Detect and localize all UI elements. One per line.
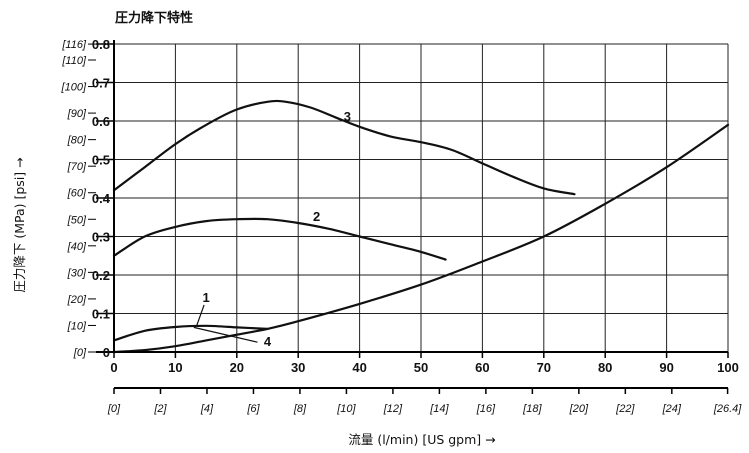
y-tick-label: 0.7 (92, 76, 110, 91)
x-tick-label: 10 (168, 360, 182, 375)
series-2-label: 2 (313, 209, 320, 224)
y-tick-label: 0.3 (92, 230, 110, 245)
series-4-label: 4 (264, 334, 272, 349)
x-tick-label: 30 (291, 360, 305, 375)
grid (114, 43, 729, 352)
y-tick-label: 0 (103, 345, 110, 360)
y2-tick-label: [116] (61, 39, 87, 51)
x-tick-label: 70 (537, 360, 551, 375)
x2-tick-label: [10] (336, 403, 356, 415)
y2-tick-label: [30] (67, 267, 87, 279)
x-tick-label: 20 (230, 360, 244, 375)
x2-tick-label: [16] (476, 403, 496, 415)
y-tick-label: 0.5 (92, 153, 110, 168)
y-tick-label: 0.4 (92, 191, 111, 206)
y-tick-label: 0.1 (92, 307, 110, 322)
x2-tick-label: [26.4] (713, 403, 742, 415)
y2-tick-label: [110] (61, 55, 87, 67)
series-4-leader (193, 326, 258, 343)
y-tick-label: 0.6 (92, 114, 110, 129)
series-1-leader (196, 304, 205, 326)
y2-tick-label: [40] (67, 241, 87, 253)
x-tick-label: 90 (659, 360, 673, 375)
x2-tick-label: [22] (615, 403, 635, 415)
curve-labels: 1 2 3 4 (193, 109, 351, 349)
x-tick-label: 100 (717, 360, 739, 375)
y-tick-label: 0.8 (92, 37, 110, 52)
axes (88, 40, 729, 394)
y2-tick-label: [20] (67, 294, 87, 306)
y-axis-label: 圧力降下 (MPa) [psi] → (12, 157, 27, 292)
x2-tick-label: [8] (293, 403, 307, 415)
series-1-label: 1 (202, 290, 209, 305)
y2-tick-label: [60] (67, 188, 87, 200)
y2-tick-label: [80] (67, 135, 87, 147)
x-tick-label: 60 (475, 360, 489, 375)
series-3-line (112, 99, 576, 196)
y2-tick-label: [100] (61, 82, 87, 94)
series-2-line (112, 217, 447, 261)
x-tick-label: 40 (352, 360, 366, 375)
x2-tick-label: [4] (200, 403, 214, 415)
series-4-line (112, 123, 730, 354)
x-tick-label: 50 (414, 360, 428, 375)
chart-title: 圧力降下特性 (115, 10, 193, 26)
x2-tick-label: [0] (107, 403, 121, 415)
y2-tick-label: [50] (67, 214, 87, 226)
series-3-label: 3 (344, 109, 351, 124)
x2-tick-label: [6] (246, 403, 260, 415)
x-tick-label: 0 (110, 360, 117, 375)
x2-tick-label: [24] (662, 403, 682, 415)
x2-tick-label: [2] (153, 403, 167, 415)
y-tick-label: 0.2 (92, 268, 110, 283)
x2-tick-label: [18] (522, 403, 542, 415)
y2-tick-label: [70] (67, 161, 87, 173)
tick-labels: 0 10 20 30 40 50 60 70 80 90 100 0 0.1 0.2 0.3 0.4 0.5 0.… (61, 37, 743, 415)
series-1-line (112, 324, 269, 342)
y2-tick-label: [90] (67, 108, 87, 120)
x2-tick-label: [12] (383, 403, 403, 415)
y2-tick-label: [10] (67, 320, 87, 332)
x-tick-label: 80 (598, 360, 612, 375)
x2-tick-label: [14] (429, 403, 449, 415)
x-axis-label: 流量 (l/min) [US gpm] → (348, 432, 495, 447)
x2-tick-label: [20] (569, 403, 589, 415)
curves (112, 99, 730, 354)
y2-tick-label: [0] (73, 347, 87, 359)
